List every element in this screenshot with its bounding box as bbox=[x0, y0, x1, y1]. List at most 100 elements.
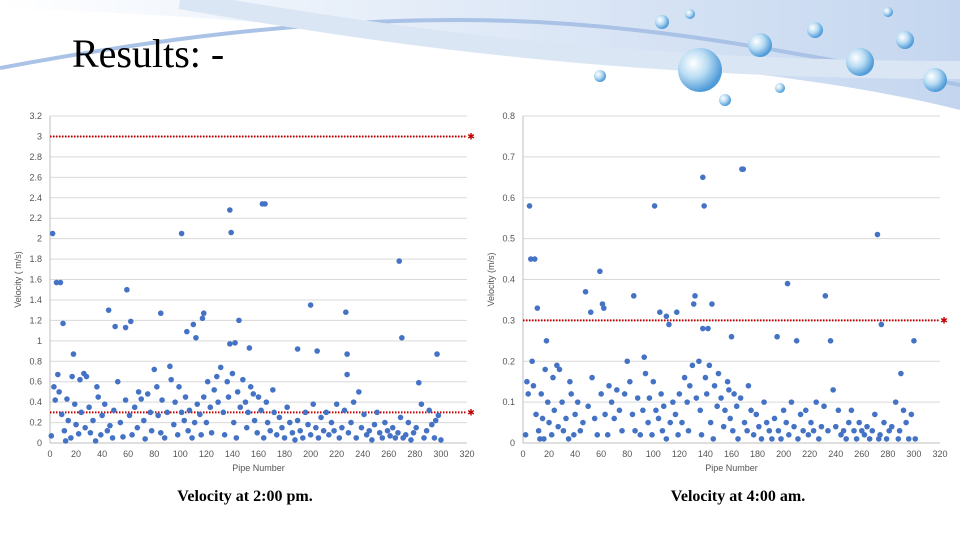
data-point bbox=[284, 404, 290, 411]
data-point bbox=[672, 411, 679, 418]
data-point bbox=[181, 417, 188, 424]
data-point bbox=[182, 394, 189, 400]
data-point bbox=[572, 411, 578, 418]
data-point bbox=[131, 404, 138, 411]
banner-swoosh bbox=[0, 17, 960, 87]
data-point bbox=[220, 409, 227, 416]
x-tick-label: 140 bbox=[698, 449, 713, 459]
data-point bbox=[698, 432, 705, 438]
data-point bbox=[58, 411, 65, 418]
data-point bbox=[599, 301, 606, 307]
data-point bbox=[371, 421, 378, 428]
x-tick-label: 40 bbox=[97, 449, 107, 459]
data-point bbox=[86, 404, 92, 411]
data-point bbox=[431, 435, 438, 441]
data-point bbox=[548, 432, 555, 438]
data-point bbox=[254, 429, 260, 436]
data-point bbox=[320, 427, 327, 434]
data-point bbox=[818, 423, 825, 430]
data-point bbox=[61, 427, 68, 434]
data-point bbox=[845, 419, 852, 426]
data-point bbox=[170, 421, 177, 428]
data-point bbox=[905, 436, 912, 442]
y-tick-label: 3 bbox=[37, 131, 42, 141]
data-point bbox=[778, 436, 784, 442]
data-point bbox=[775, 427, 782, 434]
x-tick-label: 260 bbox=[854, 449, 869, 459]
data-point bbox=[243, 424, 250, 431]
x-tick-label: 260 bbox=[381, 449, 396, 459]
x-tick-label: 280 bbox=[407, 449, 422, 459]
data-point bbox=[155, 412, 161, 419]
data-point bbox=[877, 432, 883, 438]
chart-caption-4am: Velocity at 4:00 am. bbox=[670, 488, 806, 505]
data-point bbox=[215, 399, 221, 405]
data-point bbox=[267, 427, 274, 434]
data-point bbox=[221, 432, 228, 438]
data-point bbox=[302, 409, 309, 416]
data-point bbox=[229, 370, 236, 377]
data-point bbox=[107, 422, 113, 429]
data-point bbox=[174, 432, 181, 438]
data-point bbox=[117, 419, 124, 426]
data-point bbox=[571, 432, 577, 438]
data-point bbox=[135, 389, 142, 395]
data-point bbox=[700, 174, 706, 181]
data-point bbox=[720, 423, 727, 430]
data-point bbox=[856, 419, 863, 426]
data-point bbox=[780, 407, 787, 414]
data-point bbox=[641, 354, 647, 360]
data-point bbox=[888, 423, 895, 430]
y-tick-label: 0.4 bbox=[29, 397, 42, 407]
data-point bbox=[634, 395, 641, 401]
data-point bbox=[715, 370, 722, 377]
data-point bbox=[228, 229, 234, 236]
x-tick-label: 200 bbox=[776, 449, 791, 459]
data-point bbox=[733, 403, 740, 410]
data-point bbox=[307, 432, 314, 438]
data-point bbox=[154, 383, 160, 390]
data-point bbox=[542, 366, 548, 373]
data-point bbox=[745, 382, 752, 389]
data-point bbox=[99, 412, 105, 419]
data-point bbox=[164, 409, 171, 416]
data-point bbox=[363, 432, 370, 438]
data-point bbox=[217, 364, 224, 371]
data-point bbox=[726, 387, 732, 393]
x-tick-label: 240 bbox=[828, 449, 843, 459]
data-point bbox=[795, 436, 801, 442]
data-point bbox=[435, 412, 442, 419]
y-tick-label: 0.8 bbox=[502, 111, 515, 121]
data-point bbox=[246, 345, 253, 351]
y-tick-label: 0.2 bbox=[502, 356, 515, 366]
data-point bbox=[663, 436, 670, 442]
data-point bbox=[710, 436, 717, 442]
data-point bbox=[142, 436, 148, 442]
data-point bbox=[95, 394, 102, 400]
data-point bbox=[555, 423, 561, 430]
data-point bbox=[667, 419, 674, 426]
data-point bbox=[822, 293, 829, 299]
data-point bbox=[748, 407, 754, 414]
data-point bbox=[214, 373, 220, 380]
data-point bbox=[840, 427, 847, 434]
data-point bbox=[528, 256, 534, 262]
data-point bbox=[541, 436, 547, 442]
data-point bbox=[126, 412, 133, 419]
data-point bbox=[830, 387, 836, 393]
data-point bbox=[649, 432, 655, 438]
data-point bbox=[48, 433, 55, 439]
data-point bbox=[574, 399, 581, 405]
data-point bbox=[413, 424, 419, 431]
data-point bbox=[881, 419, 887, 426]
data-point bbox=[51, 383, 57, 390]
data-point bbox=[389, 424, 396, 431]
data-point bbox=[769, 436, 775, 442]
x-tick-label: 140 bbox=[225, 449, 240, 459]
data-point bbox=[294, 346, 301, 352]
data-point bbox=[646, 395, 653, 401]
data-point bbox=[348, 419, 354, 426]
data-point bbox=[892, 399, 899, 405]
data-point bbox=[864, 423, 870, 430]
data-point bbox=[543, 338, 550, 344]
